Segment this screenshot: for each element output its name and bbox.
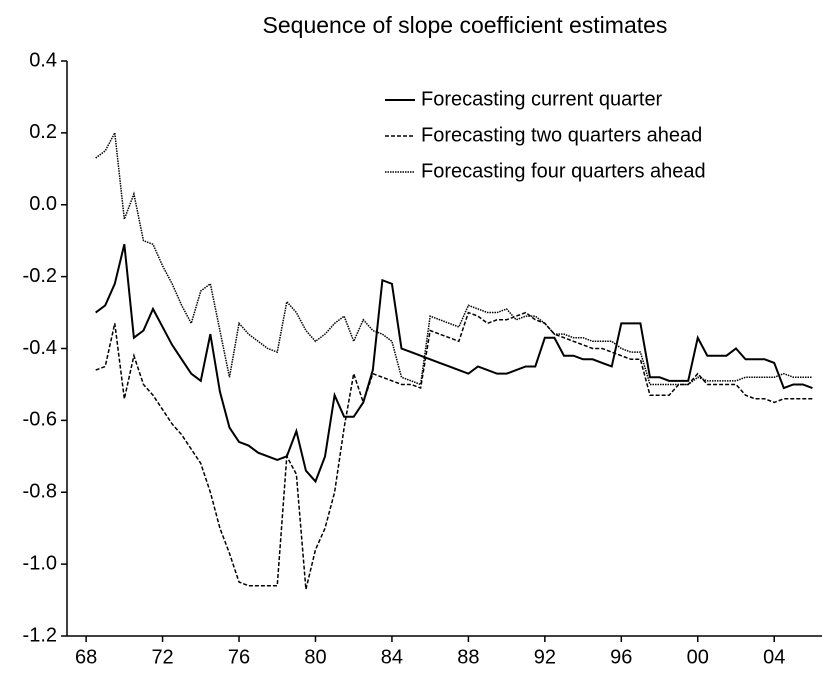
x-tick-label: 72 (151, 646, 173, 668)
x-tick-label: 80 (304, 646, 326, 668)
legend-label: Forecasting current quarter (421, 88, 663, 110)
y-tick-label: 0.4 (29, 49, 57, 71)
x-tick-label: 96 (610, 646, 632, 668)
series-line (95, 244, 813, 484)
x-tick-label: 92 (534, 646, 556, 668)
legend-label: Forecasting four quarters ahead (421, 160, 706, 182)
y-tick-label: -0.2 (23, 265, 57, 287)
x-tick-label: 04 (763, 646, 785, 668)
chart-title: Sequence of slope coefficient estimates (263, 12, 668, 38)
y-tick-label: -1.0 (23, 552, 57, 574)
legend-label: Forecasting two quarters ahead (421, 124, 702, 146)
x-tick-label: 00 (687, 646, 709, 668)
y-tick-label: -0.8 (23, 481, 57, 503)
x-tick-label: 84 (381, 646, 403, 668)
x-tick-label: 76 (228, 646, 250, 668)
y-tick-label: 0.2 (29, 121, 57, 143)
y-tick-label: -0.4 (23, 337, 57, 359)
x-tick-label: 88 (457, 646, 479, 668)
series-line (95, 311, 813, 590)
y-tick-label: -0.6 (23, 409, 57, 431)
series-line (95, 130, 813, 386)
x-tick-label: 68 (75, 646, 97, 668)
y-tick-label: 0.0 (29, 193, 57, 215)
y-tick-label: -1.2 (23, 624, 57, 646)
